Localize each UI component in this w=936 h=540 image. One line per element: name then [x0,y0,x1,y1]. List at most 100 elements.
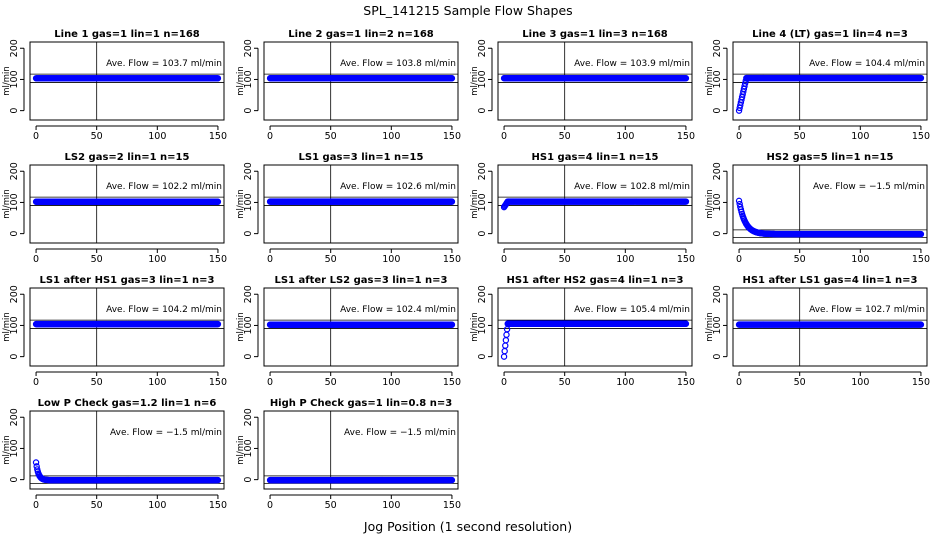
average-flow-annotation: Ave. Flow = 102.4 ml/min [340,305,456,315]
y-tick-label: 100 [243,316,254,334]
data-point [502,337,510,344]
y-tick-label: 200 [9,408,20,426]
data-point [682,198,690,205]
panel-title: HS1 gas=4 lin=1 n=15 [532,152,659,163]
average-flow-annotation: Ave. Flow = 103.9 ml/min [574,59,690,69]
panel-title: LS1 after HS1 gas=3 lin=1 n=3 [39,275,214,286]
x-tick-label: 0 [33,131,39,142]
y-tick-label: 0 [477,231,488,237]
average-flow-annotation: Ave. Flow = −1.5 ml/min [110,428,222,438]
x-tick-label: 0 [736,377,742,388]
plot-frame [263,287,459,367]
plot-frame [732,41,928,121]
y-tick-label: 0 [712,108,723,114]
y-axis-label: ml/min [236,435,246,465]
y-tick-label: 100 [243,70,254,88]
data-point [502,342,509,349]
x-tick-label: 150 [209,377,227,388]
x-tick-label: 0 [33,500,39,511]
x-tick-label: 100 [382,500,400,511]
average-flow-annotation: Ave. Flow = 102.2 ml/min [106,182,222,192]
average-flow-annotation: Ave. Flow = 104.4 ml/min [809,59,925,69]
x-tick-label: 50 [91,254,103,265]
x-tick-label: 50 [559,377,571,388]
y-tick-label: 100 [243,193,254,211]
figure-x-label: Jog Position (1 second resolution) [363,519,572,534]
y-tick-label: 0 [243,108,254,114]
data-point [917,74,925,82]
y-axis-label: ml/min [2,66,12,96]
y-axis-label: ml/min [705,312,715,342]
x-tick-label: 50 [91,131,103,142]
x-tick-label: 50 [325,500,337,511]
x-tick-label: 0 [267,254,273,265]
y-tick-label: 100 [477,70,488,88]
average-flow-annotation: Ave. Flow = 103.8 ml/min [340,59,456,69]
x-tick-label: 100 [382,377,400,388]
panel: LS2 gas=2 lin=1 n=15 0 50 100 150 0 100 200 ml/m… [2,152,227,265]
x-tick-label: 50 [91,377,103,388]
y-tick-label: 0 [9,108,20,114]
x-tick-label: 50 [325,377,337,388]
y-tick-label: 100 [477,316,488,334]
y-tick-label: 200 [477,162,488,180]
x-tick-label: 100 [148,500,166,511]
panel: HS1 after LS1 gas=4 lin=1 n=30 50 100 15001… [705,275,930,388]
x-tick-label: 0 [501,377,507,388]
x-tick-label: 50 [794,377,806,388]
figure-title: SPL_141215 Sample Flow Shapes [363,3,572,18]
y-tick-label: 200 [9,162,20,180]
x-tick-label: 50 [794,254,806,265]
average-flow-annotation: Ave. Flow = 103.7 ml/min [106,59,222,69]
plot-frame [732,164,928,244]
y-tick-label: 0 [9,477,20,483]
y-tick-label: 0 [477,108,488,114]
x-tick-label: 100 [616,254,634,265]
y-tick-label: 200 [243,408,254,426]
panel: High P Check gas=1 lin=0.8 n=3 0 50 100 150 0… [236,398,461,511]
panel-title: Line 4 (LT) gas=1 lin=4 n=3 [752,29,908,40]
panel-title: Line 1 gas=1 lin=1 n=168 [54,29,200,40]
panel: Line 1 gas=1 lin=1 n=168 0 50 100 150 0 100 200… [2,29,227,142]
y-tick-label: 200 [477,285,488,303]
y-tick-label: 0 [712,231,723,237]
data-point [448,198,456,205]
plot-frame [29,287,225,367]
x-tick-label: 150 [443,131,461,142]
x-tick-label: 100 [851,254,869,265]
x-tick-label: 0 [501,131,507,142]
panel-title: Low P Check gas=1.2 lin=1 n=6 [38,398,217,409]
panel-title: Line 3 gas=1 lin=3 n=168 [522,29,668,40]
data-point [501,347,508,355]
y-tick-label: 200 [243,39,254,57]
y-tick-label: 200 [243,285,254,303]
x-tick-label: 150 [443,254,461,265]
average-flow-annotation: Ave. Flow = 104.2 ml/min [106,305,222,315]
x-tick-label: 150 [443,500,461,511]
x-tick-label: 0 [267,500,273,511]
average-flow-annotation: Ave. Flow = 102.7 ml/min [809,305,925,315]
y-tick-label: 100 [9,70,20,88]
x-tick-label: 150 [677,377,695,388]
panel: Line 4 (LT) gas=1 lin=4 n=3 0 50 100 150 0 100… [705,29,930,142]
y-tick-label: 0 [712,354,723,360]
panel: LS1 after LS2 gas=3 lin=1 n=3 0 50 100 150 0 1… [236,275,461,388]
panel: HS2 gas=5 lin=1 n=15 0 50 100 150 0 100 200 ml/m… [705,152,930,265]
y-tick-label: 0 [243,231,254,237]
y-axis-label: ml/min [470,66,480,96]
x-tick-label: 0 [33,377,39,388]
y-axis-label: ml/min [705,66,715,96]
average-flow-annotation: Ave. Flow = −1.5 ml/min [813,182,925,192]
x-tick-label: 150 [912,377,930,388]
y-tick-label: 0 [243,354,254,360]
plot-frame [29,164,225,244]
panel-title: LS1 gas=3 lin=1 n=15 [299,152,424,163]
panel: Low P Check gas=1.2 lin=1 n=60 50 100 15001… [2,398,227,511]
x-tick-label: 0 [33,254,39,265]
x-tick-label: 100 [148,377,166,388]
y-tick-label: 0 [477,354,488,360]
x-tick-label: 100 [851,131,869,142]
x-tick-label: 0 [501,254,507,265]
x-tick-label: 0 [267,131,273,142]
x-tick-label: 0 [267,377,273,388]
